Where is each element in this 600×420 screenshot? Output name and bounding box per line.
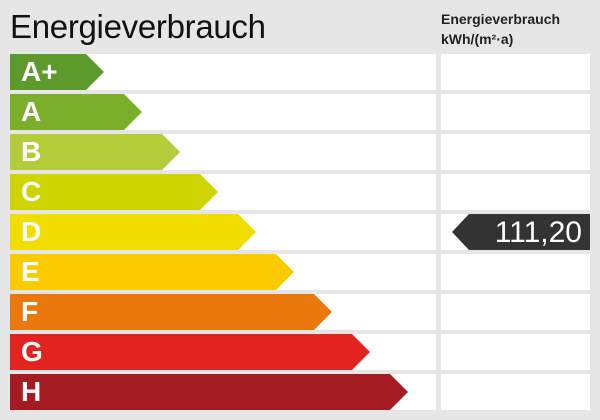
energy-class-row: G — [10, 334, 436, 370]
unit-header-unit: kWh/(m²·a) — [441, 31, 514, 47]
value-cell — [441, 94, 590, 130]
energy-class-label: B — [21, 136, 42, 167]
value-indicator: 111,20 — [452, 214, 590, 250]
energy-class-label: E — [21, 256, 40, 287]
energy-class-row: C — [10, 174, 436, 210]
unit-header-label: Energieverbrauch — [441, 11, 561, 27]
energy-class-arrow: G — [10, 334, 370, 370]
energy-class-row: F — [10, 294, 436, 330]
energy-class-arrow: C — [10, 174, 218, 210]
energy-class-row: A — [10, 94, 436, 130]
value-cell — [441, 294, 590, 330]
energy-class-row: A+ — [10, 54, 436, 90]
energy-class-row: H — [10, 374, 436, 410]
energy-class-label: H — [21, 376, 42, 407]
unit-header: Energieverbrauch kWh/(m²·a) — [441, 9, 560, 49]
value-cell — [441, 334, 590, 370]
energy-class-label: F — [21, 296, 39, 327]
value-cell — [441, 174, 590, 210]
energy-class-arrow: A — [10, 94, 142, 130]
energy-class-row: D — [10, 214, 436, 250]
energy-class-arrow: E — [10, 254, 294, 290]
energy-class-arrow: H — [10, 374, 408, 410]
energy-class-row: B — [10, 134, 436, 170]
value-cell — [441, 134, 590, 170]
energy-class-label: C — [21, 176, 42, 207]
energy-class-arrow: D — [10, 214, 256, 250]
energy-class-label: A+ — [21, 56, 58, 87]
energy-class-label: D — [21, 216, 42, 247]
page-title: Energieverbrauch — [10, 8, 266, 45]
energy-class-label: G — [21, 336, 43, 367]
energy-class-label: A — [21, 96, 42, 127]
value-cell — [441, 54, 590, 90]
energy-class-arrow: B — [10, 134, 180, 170]
energy-class-arrow: A+ — [10, 54, 104, 90]
value-cell — [441, 374, 590, 410]
energy-class-arrow: F — [10, 294, 332, 330]
value-cell — [441, 254, 590, 290]
value-text: 111,20 — [494, 216, 582, 249]
energy-class-row: E — [10, 254, 436, 290]
